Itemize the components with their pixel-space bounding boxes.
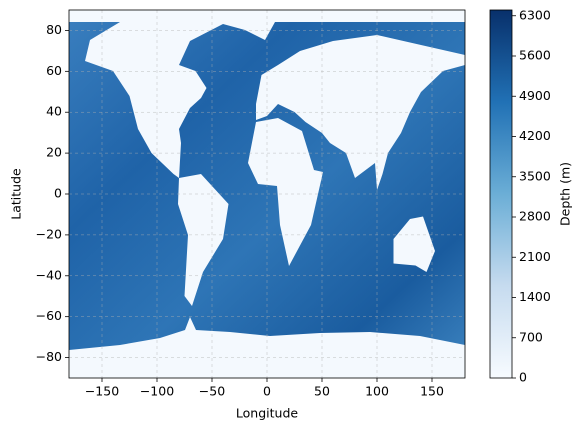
y-tick-label: −80 [36, 349, 62, 364]
x-tick-label: −150 [85, 384, 119, 399]
colorbar-tick-label: 700 [519, 329, 543, 344]
y-tick-label: 80 [46, 22, 62, 37]
colorbar-tick-label: 5600 [519, 48, 551, 63]
x-tick-label: 150 [420, 384, 444, 399]
grid [69, 10, 465, 378]
colorbar [489, 9, 513, 379]
y-tick-label: −20 [36, 226, 62, 241]
colorbar-label: Depth (m) [558, 162, 573, 226]
y-tick-label: 60 [46, 63, 62, 78]
colorbar-tick-label: 2100 [519, 249, 551, 264]
colorbar-tick-label: 0 [519, 370, 527, 385]
colorbar-tick-label: 4900 [519, 88, 551, 103]
y-tick-label: 0 [54, 186, 62, 201]
colorbar-tick-label: 4200 [519, 128, 551, 143]
y-tick-label: 20 [46, 145, 62, 160]
x-axis-label: Longitude [236, 406, 298, 421]
x-tick-label: 0 [263, 384, 271, 399]
colorbar-tick-label: 2800 [519, 209, 551, 224]
y-tick-label: 40 [46, 104, 62, 119]
x-tick-label: −50 [199, 384, 225, 399]
x-tick-label: −100 [140, 384, 174, 399]
y-tick-label: −60 [36, 308, 62, 323]
y-tick-label: −40 [36, 267, 62, 282]
colorbar-tick-label: 6300 [519, 7, 551, 22]
y-axis-label: Latitude [9, 168, 24, 220]
colorbar-tick-label: 1400 [519, 289, 551, 304]
colorbar-tick-label: 3500 [519, 168, 551, 183]
x-tick-label: 50 [314, 384, 330, 399]
x-tick-label: 100 [365, 384, 389, 399]
